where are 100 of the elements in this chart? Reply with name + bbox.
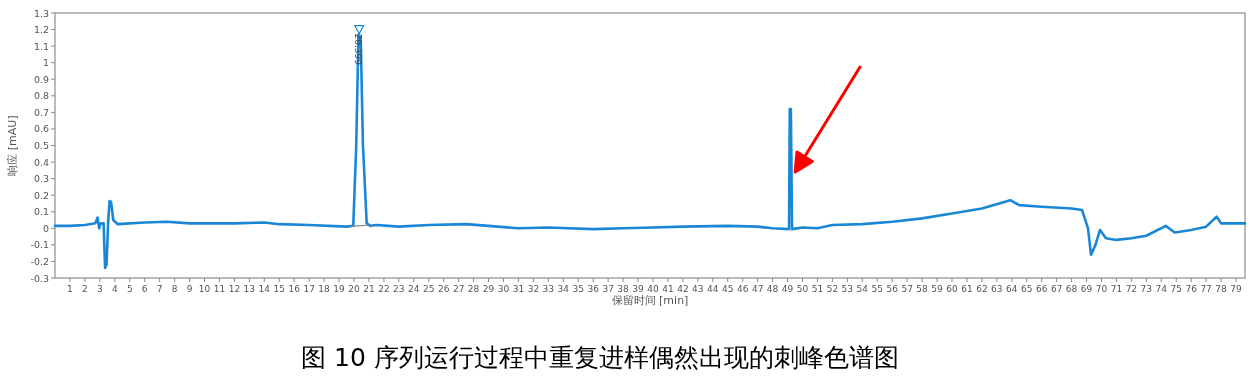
- x-tick-label: 5: [126, 284, 133, 294]
- x-tick-label: 37: [602, 284, 614, 294]
- y-tick-label: 0.6: [33, 123, 49, 135]
- x-tick-label: 4: [111, 284, 118, 294]
- y-axis-title: 响应 [mAU]: [6, 115, 19, 176]
- y-tick-label: 0.7: [33, 106, 49, 118]
- y-tick-label: 0.2: [33, 189, 49, 201]
- x-tick-label: 18: [318, 284, 331, 294]
- x-tick-label: 24: [408, 284, 420, 294]
- x-tick-label: 23: [393, 284, 405, 294]
- x-tick-label: 22: [378, 284, 390, 294]
- x-tick-label: 72: [1125, 284, 1138, 294]
- x-tick-label: 43: [692, 284, 704, 294]
- x-tick-label: 63: [991, 284, 1003, 294]
- y-tick-label: 1.2: [33, 24, 49, 36]
- x-tick-label: 74: [1155, 284, 1168, 294]
- y-tick-label: 0.9: [33, 73, 49, 85]
- y-tick-label: 0: [42, 222, 49, 234]
- y-tick-label: -0.2: [30, 255, 49, 267]
- x-tick-label: 20: [348, 284, 360, 294]
- x-tick-label: 77: [1200, 284, 1212, 294]
- x-tick-label: 10: [198, 284, 211, 294]
- x-tick-label: 61: [961, 284, 973, 294]
- x-tick-label: 53: [841, 284, 854, 294]
- y-tick-label: 1: [42, 57, 49, 69]
- x-tick-label: 41: [662, 284, 674, 294]
- x-tick-label: 39: [632, 284, 645, 294]
- x-tick-label: 19: [333, 284, 346, 294]
- x-tick-label: 73: [1140, 284, 1153, 294]
- x-tick-label: 71: [1110, 284, 1123, 294]
- x-tick-label: 46: [736, 284, 749, 294]
- x-tick-label: 12: [228, 284, 241, 294]
- x-tick-label: 6: [141, 284, 148, 294]
- x-tick-label: 1: [67, 284, 73, 294]
- text: 图 10 序列运行过程中重复进样偶然出现的刺峰色谱图: [301, 343, 899, 372]
- x-tick-label: 13: [243, 284, 256, 294]
- x-tick-label: 38: [617, 284, 630, 294]
- x-tick-label: 9: [186, 284, 193, 294]
- x-tick-label: 36: [587, 284, 600, 294]
- x-tick-label: 27: [452, 284, 465, 294]
- y-tick-label: 1.3: [33, 7, 49, 19]
- y-tick-label: -0.1: [30, 239, 49, 251]
- x-tick-label: 52: [826, 284, 839, 294]
- x-tick-label: 50: [796, 284, 809, 294]
- x-tick-label: 69: [1080, 284, 1093, 294]
- x-tick-label: 45: [722, 284, 734, 294]
- x-tick-label: 56: [886, 284, 899, 294]
- x-tick-label: 44: [707, 284, 719, 294]
- annotation: 20.399: [353, 33, 364, 66]
- y-tick-label: -0.3: [30, 272, 49, 284]
- x-tick-label: 35: [572, 284, 584, 294]
- x-tick-label: 79: [1230, 284, 1243, 294]
- x-tick-label: 40: [647, 284, 659, 294]
- x-tick-label: 58: [916, 284, 929, 294]
- x-tick-label: 75: [1170, 284, 1182, 294]
- x-tick-label: 29: [482, 284, 495, 294]
- x-tick-label: 31: [512, 284, 525, 294]
- x-tick-label: 48: [766, 284, 779, 294]
- x-tick-label: 62: [976, 284, 988, 294]
- y-tick-label: 1.1: [33, 40, 49, 52]
- x-tick-label: 8: [171, 284, 178, 294]
- y-tick-label: 0.8: [33, 90, 49, 102]
- x-tick-label: 47: [751, 284, 764, 294]
- x-tick-label: 54: [856, 284, 869, 294]
- x-tick-label: 2: [82, 284, 88, 294]
- x-tick-label: 42: [677, 284, 689, 294]
- x-axis-title: 保留时间 [min]: [611, 294, 689, 307]
- x-tick-label: 15: [273, 284, 285, 294]
- x-tick-label: 33: [542, 284, 555, 294]
- x-tick-label: 11: [213, 284, 226, 294]
- x-tick-label: 55: [871, 284, 883, 294]
- x-tick-label: 66: [1035, 284, 1048, 294]
- x-tick-label: 17: [303, 284, 315, 294]
- x-tick-label: 51: [811, 284, 824, 294]
- x-tick-label: 70: [1095, 284, 1108, 294]
- x-tick-label: 64: [1006, 284, 1018, 294]
- x-tick-label: 68: [1065, 284, 1078, 294]
- x-tick-label: 78: [1215, 284, 1228, 294]
- x-tick-label: 25: [423, 284, 435, 294]
- x-tick-label: 49: [781, 284, 794, 294]
- x-tick-label: 7: [156, 284, 163, 294]
- x-tick-label: 32: [527, 284, 540, 294]
- y-tick-label: 0.5: [33, 140, 49, 151]
- x-tick-label: 16: [288, 284, 301, 294]
- x-tick-label: 57: [901, 284, 913, 294]
- y-tick-label: 0.3: [33, 173, 49, 185]
- y-tick-label: 0.4: [33, 156, 49, 168]
- x-tick-label: 59: [931, 284, 944, 294]
- x-tick-label: 30: [497, 284, 510, 294]
- x-tick-label: 67: [1050, 284, 1063, 294]
- x-tick-label: 14: [258, 284, 271, 294]
- x-tick-label: 76: [1185, 284, 1198, 294]
- x-tick-label: 3: [96, 284, 103, 294]
- x-tick-label: 26: [437, 284, 450, 294]
- y-tick-label: 0.1: [33, 206, 49, 218]
- x-tick-label: 28: [467, 284, 480, 294]
- x-tick-label: 60: [946, 284, 958, 294]
- x-tick-label: 65: [1021, 284, 1033, 294]
- x-tick-label: 21: [363, 284, 375, 294]
- x-tick-label: 34: [557, 284, 570, 294]
